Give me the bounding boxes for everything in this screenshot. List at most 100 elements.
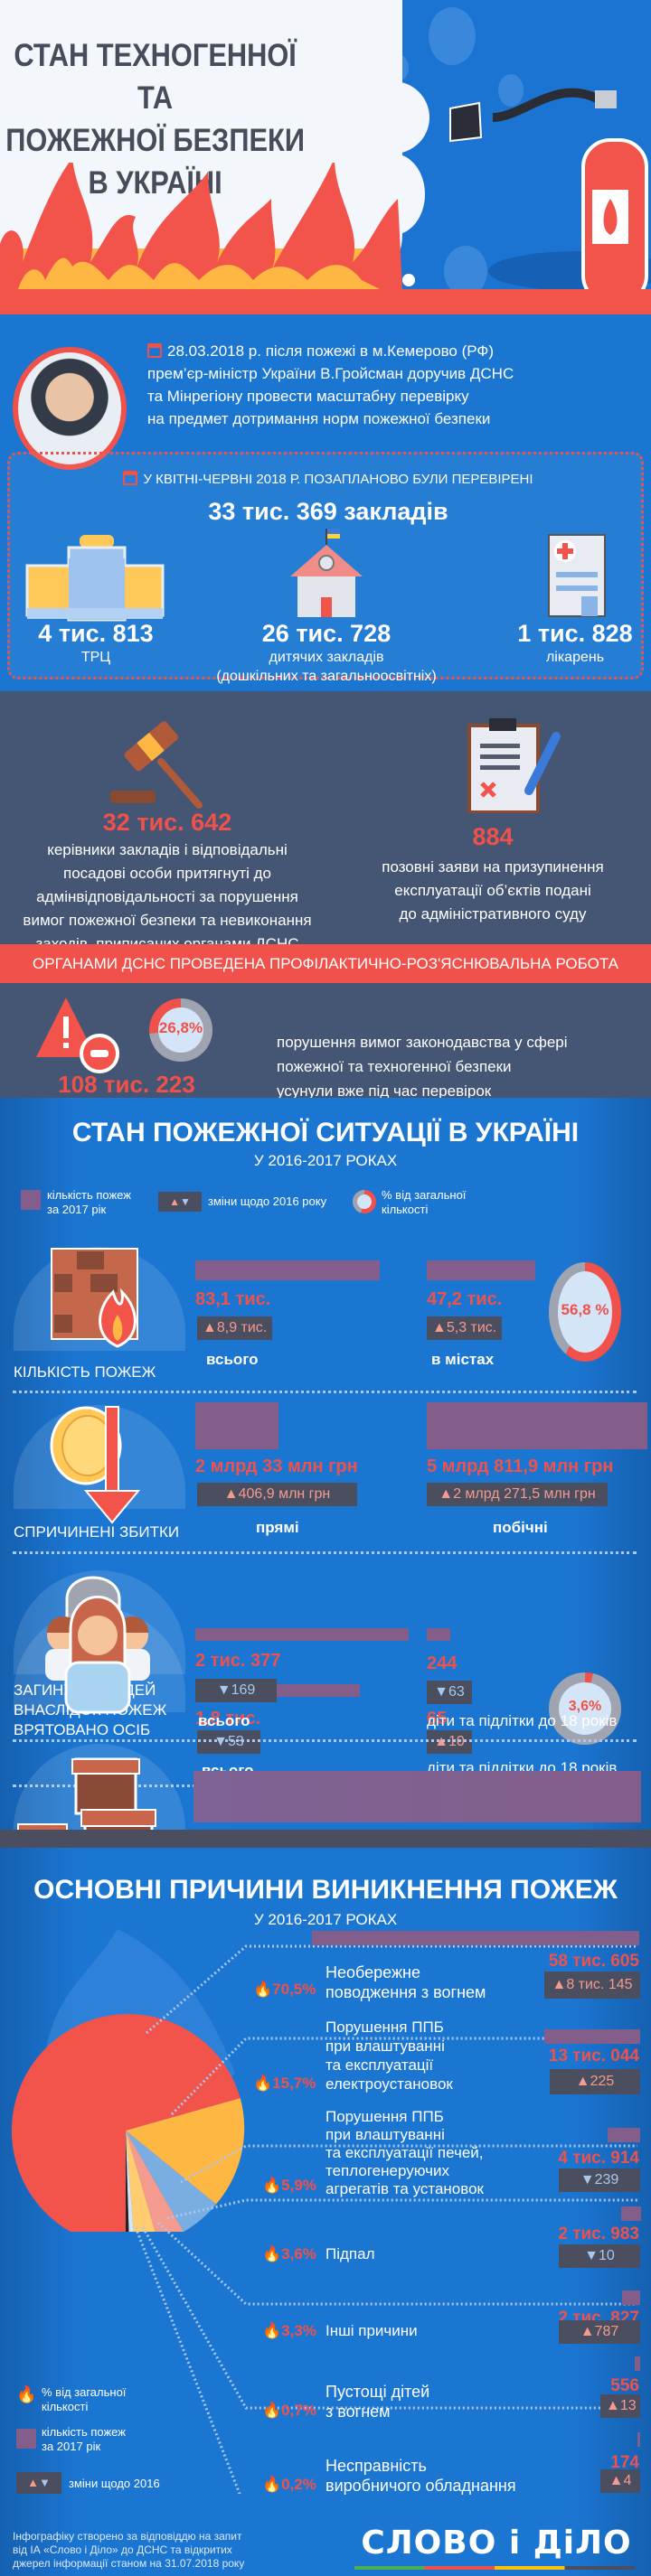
cause-value: 2 тис. 983: [558, 2225, 639, 2243]
legend-line: за 2017 рік: [47, 1203, 107, 1216]
percent-value: 15,7%: [272, 2075, 316, 2092]
row-divider: [13, 1739, 637, 1742]
percent-donut-label: 56,8 %: [561, 1301, 609, 1318]
cause-label: Необережне поводження з вогнем: [326, 1962, 486, 2002]
school-icon: [290, 529, 363, 617]
percent-value: 70,5%: [272, 1981, 316, 1998]
cause-label-line: та експлуатації печей,: [326, 2144, 484, 2161]
change-value: 787: [594, 2324, 619, 2339]
stat-malls: 4 тис. 813 ТРЦ: [19, 620, 173, 667]
cause-label: Порушення ППБ при влаштуванні та експлуата…: [326, 2108, 484, 2198]
fines-value: 32 тис. 642: [102, 809, 232, 836]
intro-text: 28.03.2018 р. після пожежі в м.Кемерово …: [147, 340, 581, 430]
cause-label: Порушення ППБ при влаштуванні та експлуата…: [326, 2018, 453, 2094]
change-value: 169: [231, 1682, 256, 1698]
coin-down-arrow-icon: [50, 1406, 140, 1524]
stat-label: ТРЦ: [80, 650, 111, 665]
prevention-banner: ОРГАНАМИ ДСНС ПРОВЕДЕНА ПРОФІЛАКТИЧНО-РО…: [0, 944, 651, 983]
change-value: 8 тис. 145: [566, 1977, 633, 1992]
section-title: СТАН ПОЖЕЖНОЇ СИТУАЦІЇ В УКРАЇНІ: [71, 1118, 580, 1147]
stat-label: дитячих закладів: [269, 650, 384, 665]
bar-rescued-values: [193, 1771, 641, 1822]
cause-bar-3: [608, 2128, 640, 2142]
calendar-icon: [123, 471, 138, 485]
flame-legend-icon: 🔥: [16, 2385, 37, 2403]
fire-extinguisher-icon: [449, 88, 648, 289]
brand-logo: СЛОВО і ДіЛО: [361, 2524, 632, 2562]
percent-donut-label: 26,8%: [158, 1019, 203, 1036]
violations-line: пожежної та техногенної безпеки: [277, 1058, 512, 1075]
legend-change-icon: ▲▼: [158, 1192, 202, 1212]
percent-value: 0,7%: [281, 2402, 316, 2419]
row-label: ВРЯТОВАНО ОСІБ: [14, 1721, 151, 1738]
footer-line: від ІА «Слово і Діло» до ДСНС та відкрит…: [13, 2543, 232, 2556]
legend-line: кількості: [42, 2400, 89, 2413]
cause-value: 4 тис. 914: [558, 2149, 639, 2168]
change-value: 2 млрд 271,5 млн грн: [453, 1486, 596, 1502]
cause-change: ▲4: [600, 2469, 640, 2493]
legend-line: % від загальної: [42, 2385, 127, 2399]
title-line-2: ТА: [137, 80, 174, 116]
cause-label-line: електроустановок: [326, 2075, 453, 2093]
cause-percent: 🔥5,9%: [262, 2177, 316, 2194]
cause-label: Несправність виробничого обладнання: [326, 2456, 516, 2496]
inspections-total: 33 тис. 369 закладів: [208, 498, 448, 525]
rescued-total-change: ▼169: [195, 1679, 277, 1702]
gavel-icon: [110, 721, 203, 809]
percent-value: 0,2%: [281, 2476, 316, 2493]
footer-line: джерел інформації станом на 31.07.2018 р…: [13, 2557, 245, 2570]
inspections-subtitle: У КВІТНІ-ЧЕРВНІ 2018 Р. ПОЗАПЛАНОВО БУЛИ…: [10, 471, 646, 487]
intro-line-2: прем’єр-міністр України В.Гройсман доруч…: [147, 365, 514, 382]
percent-donut: [549, 1672, 621, 1745]
cause-change: ▼10: [559, 2244, 640, 2268]
legend-line: кількості: [382, 1203, 429, 1216]
cause-label-line: з вогнем: [326, 2403, 391, 2421]
fines-line: адмінвідповідальності за порушення: [36, 888, 298, 905]
legend-count-swatch: [16, 2429, 36, 2449]
caption: всього: [206, 1351, 259, 1368]
section-subtitle: У 2016-2017 РОКАХ: [253, 1911, 398, 1928]
bar-damage-indirect: [427, 1402, 647, 1449]
page-title: СТАН ТЕХНОГЕННОЇ ТА ПОЖЕЖНОЇ БЕЗПЕКИ В У…: [0, 34, 310, 204]
header-divider-band: [0, 289, 651, 314]
stat-label: лікарень: [545, 650, 605, 665]
stat-value: 1 тис. 828: [517, 620, 633, 647]
violations-line: порушення вимог законодавства у сфері: [277, 1034, 568, 1051]
deaths-total-value: 1,8 тис.: [195, 1709, 261, 1728]
title-line-3: ПОЖЕЖНОЇ БЕЗПЕКИ: [5, 123, 305, 158]
row-label: СПРИЧИНЕНІ ЗБИТКИ: [14, 1523, 180, 1541]
legend-count-swatch: [21, 1190, 41, 1210]
deaths-children-change: ▲10: [427, 1730, 472, 1754]
sanctions-section: 32 тис. 642 керівники закладів і відпові…: [0, 691, 651, 1098]
cause-percent: 🔥3,6%: [262, 2245, 316, 2262]
cause-label-line: поводження з вогнем: [326, 1983, 486, 2001]
claims-value: 884: [472, 823, 514, 850]
fines-line: керівники закладів і відповідальні: [47, 841, 288, 858]
percent-donut: [549, 1262, 621, 1362]
cause-value: 13 тис. 044: [548, 2047, 639, 2065]
cause-percent: 🔥15,7%: [253, 2075, 316, 2092]
avatar: [13, 347, 127, 470]
percent-donut-label: 3,6%: [568, 1699, 602, 1714]
cause-label-line: та експлуатації: [326, 2056, 434, 2074]
cause-label-line: Порушення ППБ: [326, 2019, 444, 2036]
legend-change: зміни щодо 2016: [69, 2477, 160, 2490]
row-divider: [13, 1391, 637, 1393]
cause-percent: 🔥3,3%: [262, 2322, 316, 2339]
cause-bar-1: [312, 1931, 639, 1945]
footer-note: Інфографіку створено за відповіддю на за…: [13, 2530, 311, 2571]
legend-change: зміни щодо 2016 року: [208, 1194, 327, 1208]
claims-line: до адміністративного суду: [399, 905, 587, 923]
cause-label: Підпал: [326, 2245, 375, 2262]
change-value: 239: [594, 2172, 619, 2187]
bar-rescued-total: [195, 1628, 409, 1641]
deaths-children-value: 65: [427, 1709, 448, 1728]
legend-change-icon: ▲▼: [16, 2472, 61, 2494]
calendar-icon: [147, 343, 162, 358]
caption: діти та підлітки до 18 років: [427, 1712, 618, 1729]
change-value: 4: [623, 2473, 632, 2488]
cause-bar-2: [544, 2029, 640, 2044]
cause-change: ▲787: [559, 2320, 640, 2344]
stat-value: 4 тис. 813: [38, 620, 154, 647]
change-value: 225: [590, 2074, 615, 2089]
